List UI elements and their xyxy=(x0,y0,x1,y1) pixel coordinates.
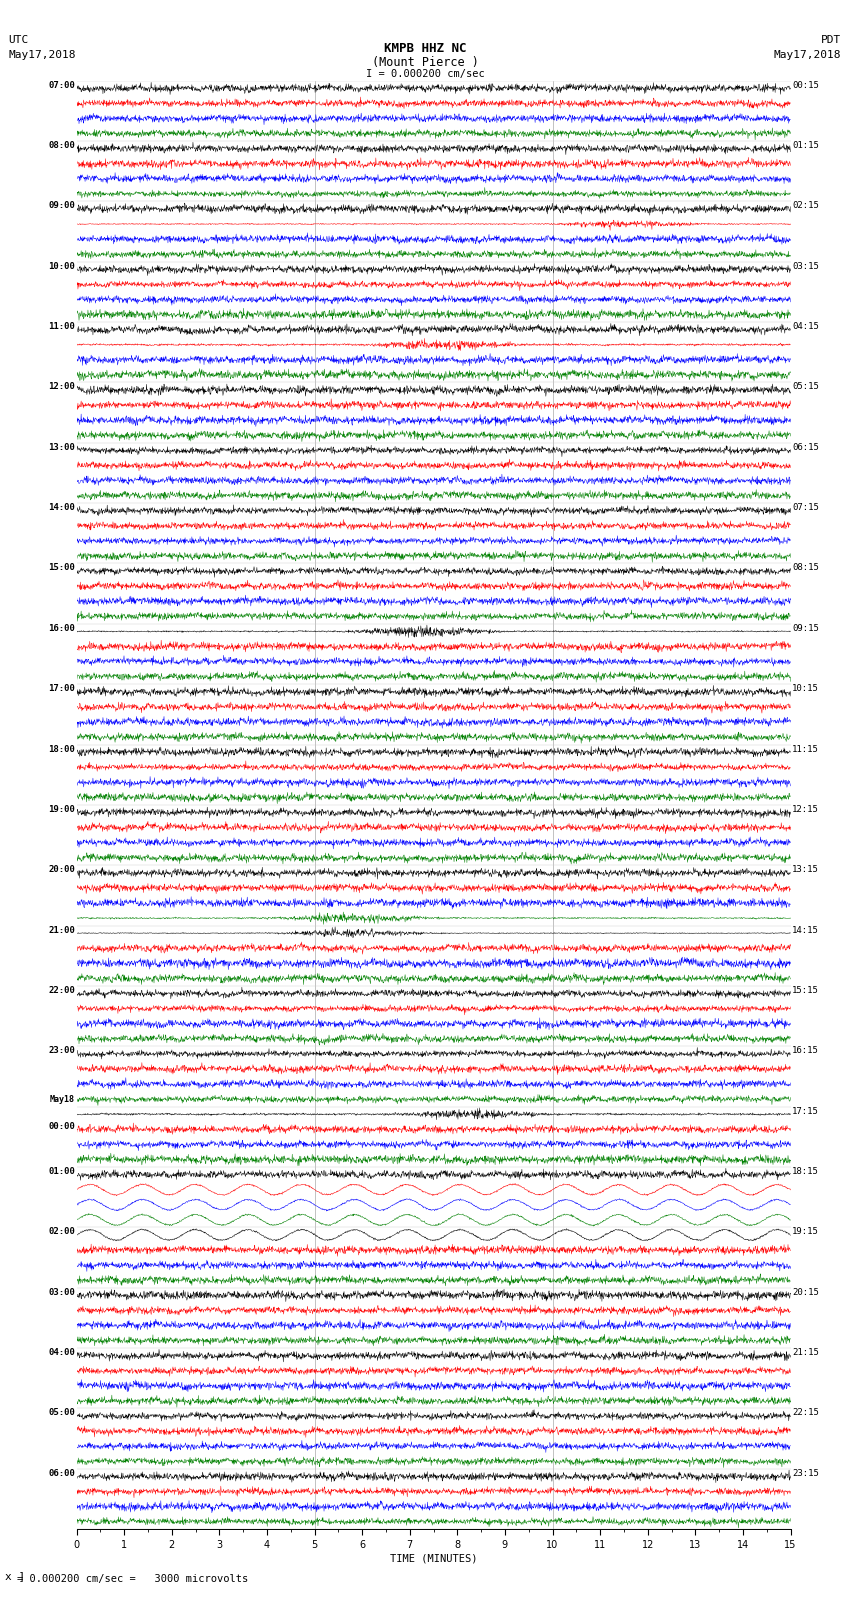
Text: 03:15: 03:15 xyxy=(792,261,819,271)
Text: I = 0.000200 cm/sec: I = 0.000200 cm/sec xyxy=(366,69,484,79)
Text: 22:00: 22:00 xyxy=(48,986,75,995)
Text: 11:00: 11:00 xyxy=(48,323,75,331)
Text: 06:15: 06:15 xyxy=(792,444,819,452)
Text: 10:15: 10:15 xyxy=(792,684,819,694)
Text: 18:15: 18:15 xyxy=(792,1168,819,1176)
Text: 09:15: 09:15 xyxy=(792,624,819,632)
Text: 21:15: 21:15 xyxy=(792,1348,819,1357)
Text: 04:15: 04:15 xyxy=(792,323,819,331)
Text: PDT: PDT xyxy=(821,35,842,45)
Text: 14:00: 14:00 xyxy=(48,503,75,511)
Text: x ]: x ] xyxy=(5,1571,26,1581)
Text: 17:00: 17:00 xyxy=(48,684,75,694)
Text: 21:00: 21:00 xyxy=(48,926,75,934)
Text: 20:15: 20:15 xyxy=(792,1287,819,1297)
Text: 01:15: 01:15 xyxy=(792,140,819,150)
Text: May17,2018: May17,2018 xyxy=(8,50,76,60)
Text: 23:00: 23:00 xyxy=(48,1047,75,1055)
Text: 05:00: 05:00 xyxy=(48,1408,75,1418)
Text: 13:00: 13:00 xyxy=(48,444,75,452)
Text: 04:00: 04:00 xyxy=(48,1348,75,1357)
Text: 12:00: 12:00 xyxy=(48,382,75,392)
Text: 01:00: 01:00 xyxy=(48,1168,75,1176)
Text: 19:00: 19:00 xyxy=(48,805,75,815)
Text: 12:15: 12:15 xyxy=(792,805,819,815)
Text: 22:15: 22:15 xyxy=(792,1408,819,1418)
Text: 07:00: 07:00 xyxy=(48,81,75,90)
Text: 08:15: 08:15 xyxy=(792,563,819,573)
Text: UTC: UTC xyxy=(8,35,29,45)
Text: = 0.000200 cm/sec =   3000 microvolts: = 0.000200 cm/sec = 3000 microvolts xyxy=(17,1574,248,1584)
Text: 16:00: 16:00 xyxy=(48,624,75,632)
Text: May18: May18 xyxy=(50,1095,75,1103)
Text: 07:15: 07:15 xyxy=(792,503,819,511)
Text: 23:15: 23:15 xyxy=(792,1469,819,1478)
Text: 20:00: 20:00 xyxy=(48,865,75,874)
Text: 19:15: 19:15 xyxy=(792,1227,819,1236)
Text: 13:15: 13:15 xyxy=(792,865,819,874)
Text: 14:15: 14:15 xyxy=(792,926,819,934)
Text: 09:00: 09:00 xyxy=(48,202,75,210)
Text: 15:00: 15:00 xyxy=(48,563,75,573)
Text: 02:00: 02:00 xyxy=(48,1227,75,1236)
Text: 18:00: 18:00 xyxy=(48,745,75,753)
Text: 10:00: 10:00 xyxy=(48,261,75,271)
Text: 16:15: 16:15 xyxy=(792,1047,819,1055)
Text: 11:15: 11:15 xyxy=(792,745,819,753)
Text: 00:00: 00:00 xyxy=(48,1121,75,1131)
Text: May17,2018: May17,2018 xyxy=(774,50,842,60)
X-axis label: TIME (MINUTES): TIME (MINUTES) xyxy=(390,1553,477,1563)
Text: 03:00: 03:00 xyxy=(48,1287,75,1297)
Text: 06:00: 06:00 xyxy=(48,1469,75,1478)
Text: 15:15: 15:15 xyxy=(792,986,819,995)
Text: 02:15: 02:15 xyxy=(792,202,819,210)
Text: 17:15: 17:15 xyxy=(792,1107,819,1116)
Text: KMPB HHZ NC: KMPB HHZ NC xyxy=(383,42,467,55)
Text: 00:15: 00:15 xyxy=(792,81,819,90)
Text: 05:15: 05:15 xyxy=(792,382,819,392)
Text: 08:00: 08:00 xyxy=(48,140,75,150)
Text: (Mount Pierce ): (Mount Pierce ) xyxy=(371,56,479,69)
